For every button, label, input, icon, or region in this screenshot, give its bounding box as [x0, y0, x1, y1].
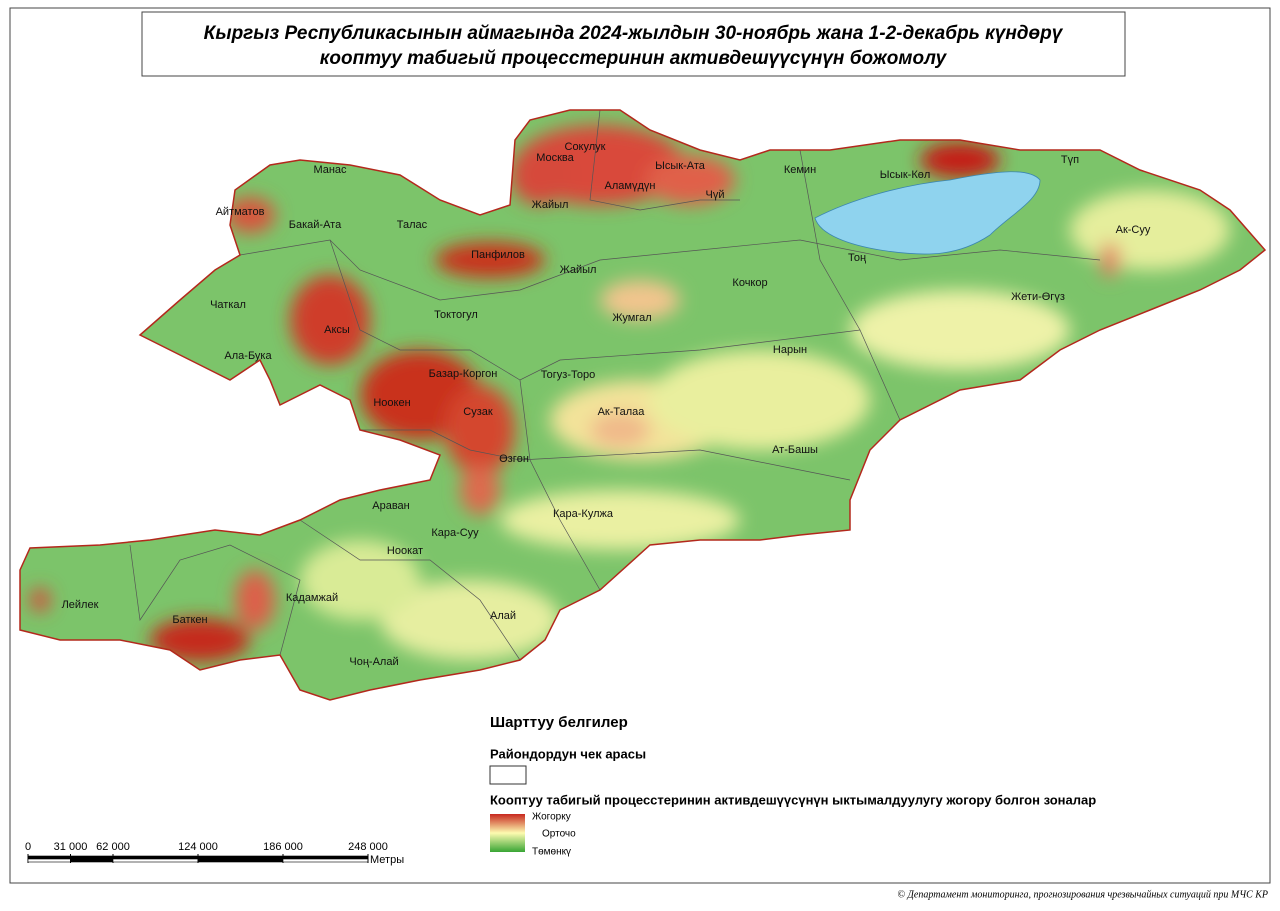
- title-line: Кыргыз Республикасынын аймагында 2024-жы…: [204, 23, 1064, 44]
- district-label: Кочкор: [732, 277, 767, 289]
- scale-segment: [70, 855, 114, 860]
- legend-level: Төмөнкү: [532, 847, 571, 858]
- legend-zones-label: Кооптуу табигый процесстеринин активдешү…: [490, 792, 1096, 807]
- district-label: Ноокен: [373, 397, 410, 409]
- district-label: Ысык-Ата: [655, 160, 706, 172]
- legend-boundary-swatch: [489, 765, 527, 785]
- scale-segment: [27, 858, 71, 863]
- lake-issyk-kul: [814, 171, 1041, 255]
- district-labels: Манас Айтматов Бакай-Ата Талас СокулукМосква…: [62, 141, 1151, 668]
- district-label: Жумгал: [612, 312, 651, 324]
- scale-tick-label: 186 000: [263, 841, 303, 853]
- district-label: Баткен: [172, 614, 207, 626]
- district-label: Кемин: [784, 164, 816, 176]
- scale-tick-label: 31 000: [54, 841, 88, 853]
- scale-segment: [197, 855, 284, 860]
- district-label: Сузак: [463, 406, 493, 418]
- district-label: Чоң-Алай: [349, 656, 398, 668]
- legend-boundary-label: Райондордун чек арасы: [490, 746, 646, 761]
- scale-segment: [112, 855, 199, 860]
- district-label: Ак-Талаа: [598, 406, 646, 418]
- map-frame: [9, 7, 1271, 884]
- scale-segment: [70, 858, 114, 863]
- district-label: Ала-Бука: [224, 350, 272, 362]
- district-label: Түп: [1061, 154, 1079, 166]
- scale-segment: [27, 855, 71, 860]
- scale-segment: [112, 858, 199, 863]
- legend-level: Жогорку: [532, 812, 571, 823]
- scale-segment: [197, 858, 284, 863]
- district-label: Бакай-Ата: [289, 219, 342, 231]
- district-label: Нарын: [773, 344, 807, 356]
- legend-heading: Шарттуу белгилер: [490, 714, 628, 731]
- district-label: Ат-Башы: [772, 444, 818, 456]
- credit: © Департамент мониторинга, прогнозирован…: [897, 889, 1268, 900]
- district-label: Базар-Коргон: [429, 368, 498, 380]
- district-label: Москва: [536, 152, 574, 164]
- scale-tick-label: 62 000: [96, 841, 130, 853]
- district-label: Айтматов: [216, 206, 265, 218]
- district-label: Аламүдүн: [605, 180, 656, 192]
- scale-unit: Метры: [370, 854, 404, 866]
- scale-tick-label: 0: [25, 841, 31, 853]
- legend-gradient: [490, 814, 525, 852]
- scale-tick-label: 124 000: [178, 841, 218, 853]
- district-label: Жайыл: [532, 199, 569, 211]
- district-label: Кара-Кулжа: [553, 508, 614, 520]
- district-label: Манас: [313, 164, 347, 176]
- district-label: Токтогул: [434, 309, 478, 321]
- district-label: Талас: [397, 219, 428, 231]
- district-label: Ысык-Көл: [880, 169, 931, 181]
- district-label: Сокулук: [565, 141, 606, 153]
- district-label: Кадамжай: [286, 592, 338, 604]
- district-label: Өзгөн: [499, 453, 529, 465]
- district-label: Алай: [490, 610, 516, 622]
- district-label: Панфилов: [471, 249, 525, 261]
- district-label: Тоң: [848, 252, 866, 264]
- district-label: Кара-Суу: [431, 527, 479, 539]
- title-line: кооптуу табигый процесстеринин активдешү…: [320, 48, 948, 69]
- district-label: Жайыл: [560, 264, 597, 276]
- title-box: [141, 11, 1126, 77]
- district-label: Ак-Суу: [1116, 224, 1151, 236]
- district-label: Чүй: [706, 189, 725, 201]
- district-label: Ноокат: [387, 545, 423, 557]
- district-label: Араван: [372, 500, 410, 512]
- district-label: Тогуз-Торо: [541, 369, 595, 381]
- district-label: Аксы: [324, 324, 350, 336]
- district-label: Лейлек: [62, 599, 99, 611]
- district-label: Чаткал: [210, 299, 246, 311]
- scale-segment: [282, 858, 369, 863]
- scale-segment: [282, 855, 369, 860]
- scale-tick-label: 248 000: [348, 841, 388, 853]
- legend-level: Орточо: [542, 829, 576, 840]
- district-label: Жети-Өгүз: [1011, 291, 1065, 303]
